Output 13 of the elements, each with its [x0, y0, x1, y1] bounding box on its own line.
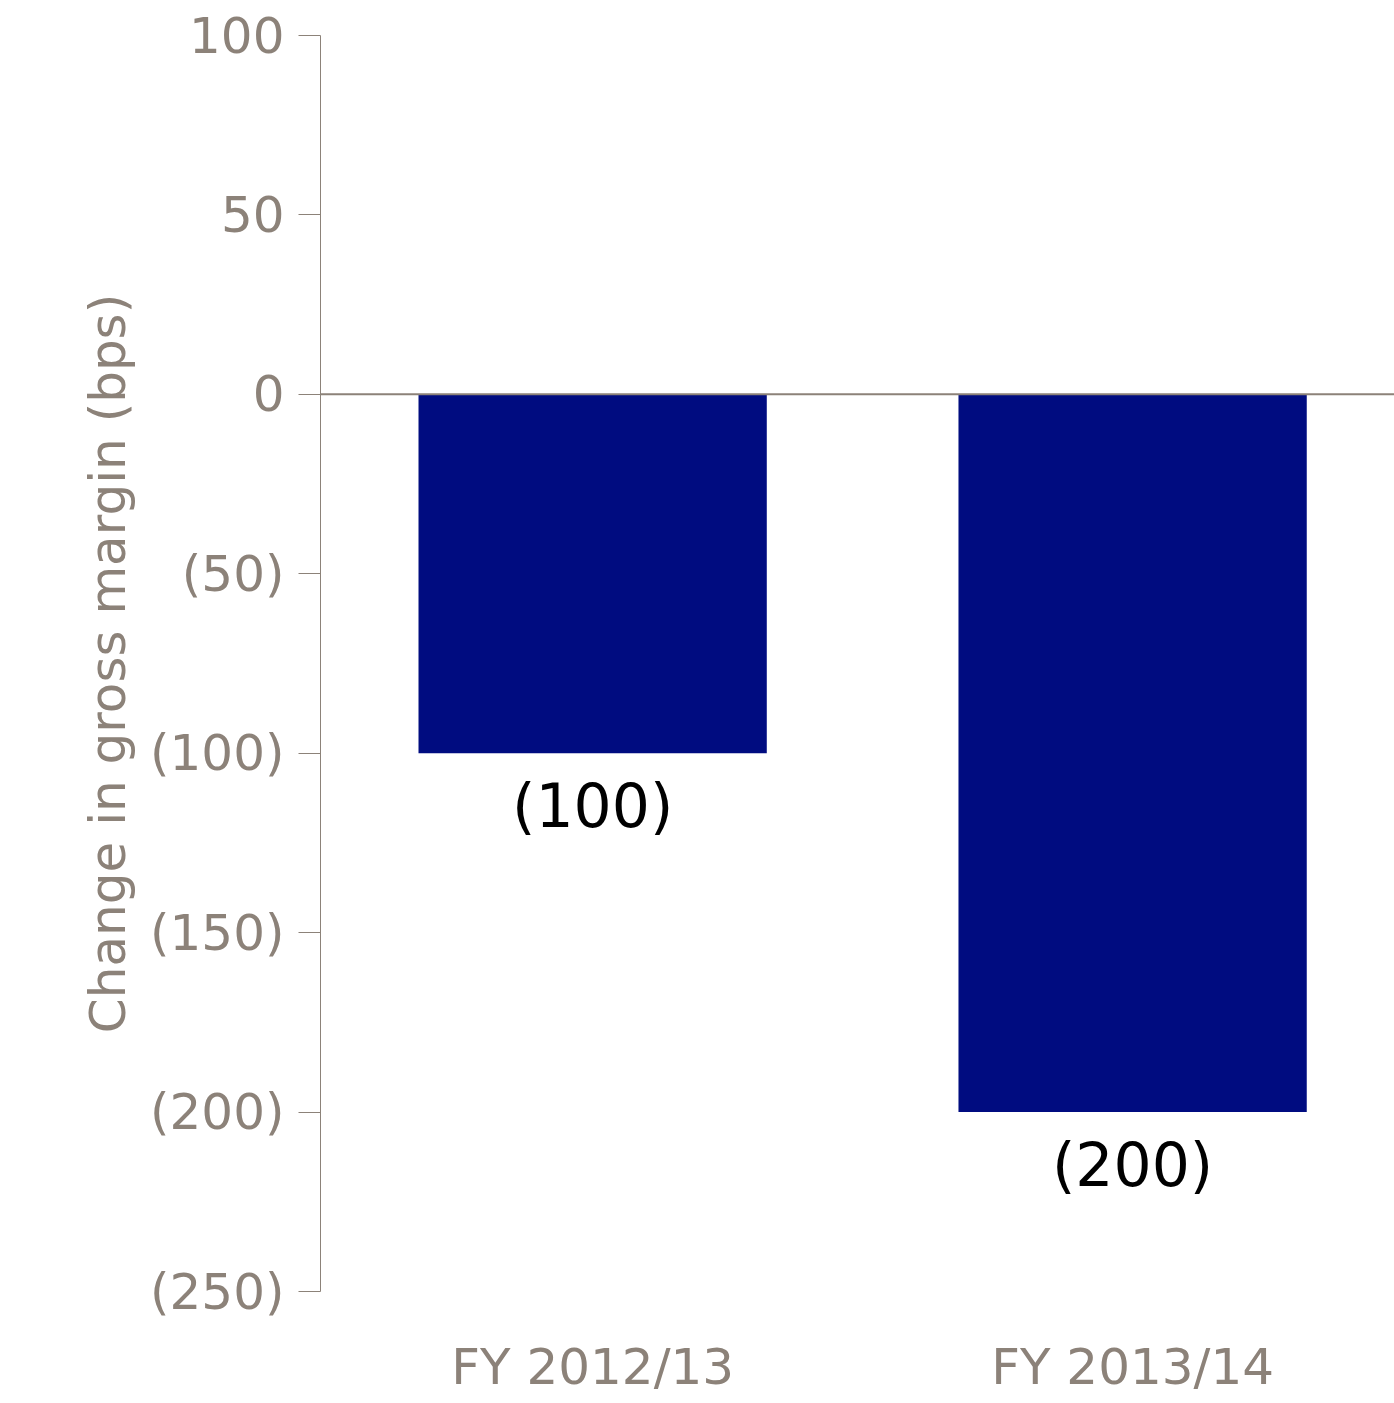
y-tick-label: (200): [150, 1083, 285, 1142]
y-tick-label: (100): [150, 724, 285, 783]
y-tick-label: 100: [189, 6, 285, 65]
y-tick-label: (250): [150, 1262, 285, 1321]
x-tick-label: FY 2013/14: [991, 1337, 1275, 1396]
y-tick-label: 0: [252, 365, 285, 424]
x-tick-label: FY 2012/13: [451, 1337, 735, 1396]
y-tick-label: (50): [181, 544, 285, 603]
data-label: (200): [1051, 1130, 1214, 1201]
y-tick-label: (150): [150, 903, 285, 962]
y-tick-label: 50: [220, 185, 285, 244]
data-label: (100): [511, 771, 674, 842]
y-axis-title: Change in gross margin (bps): [79, 293, 138, 1034]
